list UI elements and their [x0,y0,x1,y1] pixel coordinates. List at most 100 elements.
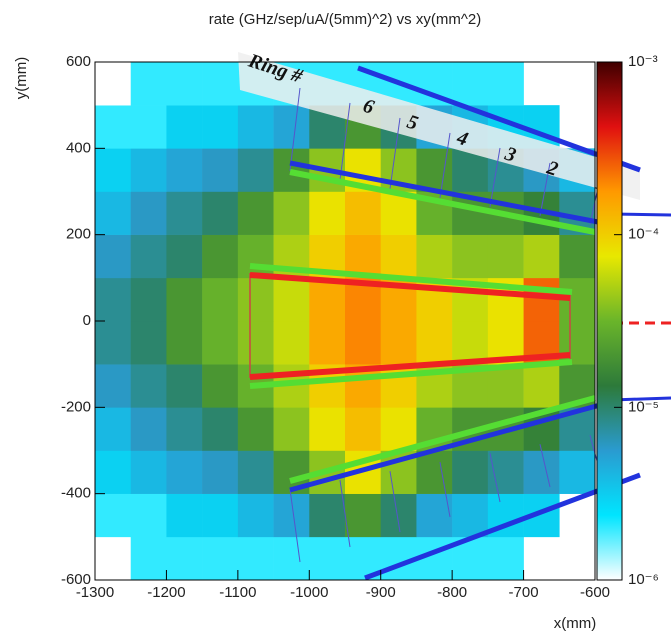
heatmap-cell [487,234,524,279]
heatmap-cell [487,62,524,106]
heatmap-cell [559,234,596,279]
heatmap-cell [416,450,453,494]
heatmap-cell [130,450,167,494]
heatmap-cell [202,407,239,451]
heatmap-cell [202,62,239,106]
y-tick-label: 600 [66,53,91,70]
heatmap-cell [237,321,274,365]
y-tick-label: -400 [61,485,91,502]
heatmap-cell [309,536,346,581]
heatmap-cell [166,105,203,149]
heatmap-cell [452,493,489,538]
heatmap-cell [309,191,346,235]
heatmap-cell [345,493,382,538]
colorbar-tick-label: 10⁻⁵ [628,398,659,415]
heatmap-cell [95,62,132,106]
colorbar [596,61,623,581]
heatmap-cell [237,536,274,581]
y-tick-label: -200 [61,398,91,415]
heatmap-cell [166,62,203,106]
overlay-line [249,263,573,295]
heatmap-cell [95,536,132,581]
heatmap-cell [309,407,346,451]
overlay-line [539,162,551,216]
overlay-line [389,471,401,533]
heatmap-cell [166,277,203,322]
heatmap-cell [452,62,489,106]
heatmap-cell [95,148,132,192]
heatmap-cell [345,191,382,235]
heatmap-cell [273,191,310,235]
x-tick-label: -1100 [219,584,256,601]
x-tick-label: -700 [509,584,539,601]
heatmap-cell [380,364,417,408]
heatmap-cell [309,277,346,322]
heatmap-cell [130,62,167,106]
heatmap-cell [309,493,346,538]
x-tick-label: -1300 [76,584,114,601]
heatmap-cell [166,493,203,538]
heatmap-cell [380,234,417,279]
heatmap-cell [202,105,239,149]
x-tick-label: -1000 [290,584,328,601]
heatmap-cell [237,407,274,451]
overlay: Ring #654321 [238,49,671,581]
heatmap-cell [95,493,132,538]
heatmap-cell [95,191,132,235]
overlay-line [289,489,301,563]
heatmap-cell [416,234,453,279]
heatmap-cell [309,321,346,365]
heatmap-cell [130,536,167,581]
heatmap-cell [130,321,167,365]
x-axis-label: x(mm) [554,615,596,632]
heatmap-cell [95,234,132,279]
overlay-line [339,480,351,548]
overlay-line [339,102,351,180]
heatmap-cell [95,321,132,365]
y-tick-label: 200 [66,226,91,243]
overlay-line [249,352,571,380]
heatmap-cell [202,234,239,279]
heatmap-cell [202,493,239,538]
colorbar-tick-label: 10⁻⁶ [628,571,659,588]
heatmap-cell [202,277,239,322]
heatmap-cell [237,191,274,235]
ring-banner [238,52,640,200]
heatmap-cell [166,536,203,581]
heatmap-cell [130,191,167,235]
x-tick-label: -1200 [147,584,185,601]
heatmap-cell [523,234,560,279]
heatmap-cell [130,407,167,451]
heatmap-cell [273,321,310,365]
overlay-line [289,395,596,484]
heatmap-cell [95,450,132,494]
heatmap-cell [380,321,417,365]
heatmap-cell [523,450,560,494]
heatmap-cell [487,536,524,581]
heatmap-cell [273,277,310,322]
overlay-line [289,169,596,235]
heatmap-cell [237,148,274,192]
heatmap-cell [130,277,167,322]
overlay-line [289,87,301,171]
y-tick-label: -600 [61,571,91,588]
heatmap-cell [273,407,310,451]
heatmap-cell [380,407,417,451]
heatmap-cell [273,536,310,581]
heatmap-cell [95,277,132,322]
y-axis-label: y(mm) [13,57,30,99]
heatmap-cell [166,450,203,494]
heatmap-cell [202,191,239,235]
heatmap-cell [237,105,274,149]
heatmap-cell [559,450,596,494]
heatmap-cell [166,234,203,279]
heatmap-cell [237,450,274,494]
heatmap-cell [130,234,167,279]
heatmap-cell [95,364,132,408]
heatmap-cell [345,321,382,365]
heatmap-cell [202,321,239,365]
overlay-line [489,453,501,503]
heatmap-cell [237,277,274,322]
heatmap-cell [130,148,167,192]
